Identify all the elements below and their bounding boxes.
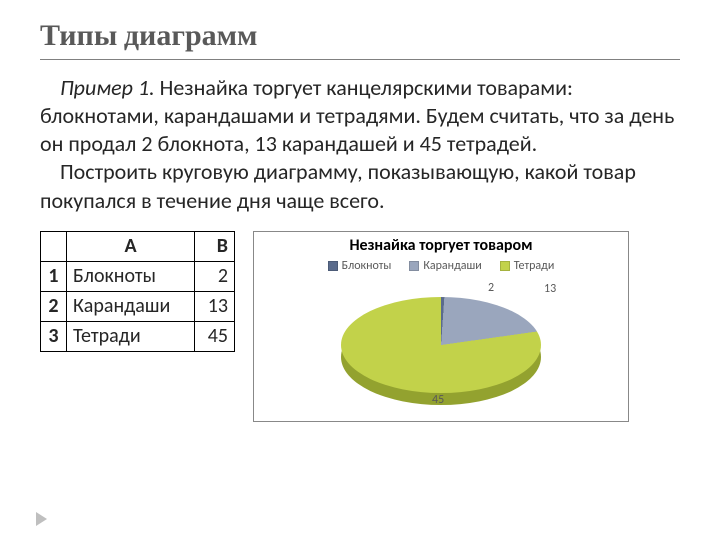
legend-item: Блокноты: [328, 259, 392, 273]
pie-chart: Незнайка торгует товаром Блокноты Каранд…: [253, 231, 629, 422]
table-cell-a: Блокноты: [67, 261, 195, 291]
table-row: 1 Блокноты 2: [41, 261, 235, 291]
table-corner-cell: [41, 231, 67, 261]
body-text: Пример 1. Незнайка торгует канцелярскими…: [40, 74, 680, 215]
legend-item: Тетради: [500, 259, 555, 273]
table-cell-b: 2: [195, 261, 235, 291]
table-rownum: 2: [41, 291, 67, 321]
paragraph-2: Построить круговую диаграмму, показывающ…: [40, 158, 680, 214]
legend-swatch: [409, 261, 419, 271]
legend-swatch: [328, 261, 338, 271]
table-cell-a: Карандаши: [67, 291, 195, 321]
legend-item: Карандаши: [409, 259, 481, 273]
chart-title: Незнайка торгует товаром: [260, 236, 622, 255]
pie-slice-label: 13: [544, 282, 556, 296]
paragraph-1: Пример 1. Незнайка торгует канцелярскими…: [40, 74, 680, 158]
table-row: 2 Карандаши 13: [41, 291, 235, 321]
data-table: A B 1 Блокноты 2 2 Карандаши 13 3 Тетрад…: [40, 231, 235, 352]
pie-top: [341, 297, 541, 393]
page-title: Типы диаграмм: [40, 18, 680, 60]
table-cell-b: 13: [195, 291, 235, 321]
footer-arrow-icon: [36, 512, 47, 526]
legend-label: Карандаши: [423, 259, 481, 273]
pie-wrap: 2 13 45: [260, 275, 622, 415]
legend-swatch: [500, 261, 510, 271]
table-cell-b: 45: [195, 321, 235, 351]
pie-slice-label: 45: [432, 393, 444, 407]
table-col-a-header: A: [67, 231, 195, 261]
table-cell-a: Тетради: [67, 321, 195, 351]
table-rownum: 1: [41, 261, 67, 291]
table-row: 3 Тетради 45: [41, 321, 235, 351]
table-col-b-header: B: [195, 231, 235, 261]
example-label: Пример 1.: [60, 74, 155, 101]
chart-legend: Блокноты Карандаши Тетради: [260, 259, 622, 273]
legend-label: Тетради: [514, 259, 555, 273]
table-header-row: A B: [41, 231, 235, 261]
pie-3d: [341, 297, 541, 393]
pie-slice-label: 2: [488, 281, 494, 295]
paragraph-2-text: Построить круговую диаграмму, показывающ…: [40, 158, 636, 213]
table-rownum: 3: [41, 321, 67, 351]
legend-label: Блокноты: [342, 259, 392, 273]
